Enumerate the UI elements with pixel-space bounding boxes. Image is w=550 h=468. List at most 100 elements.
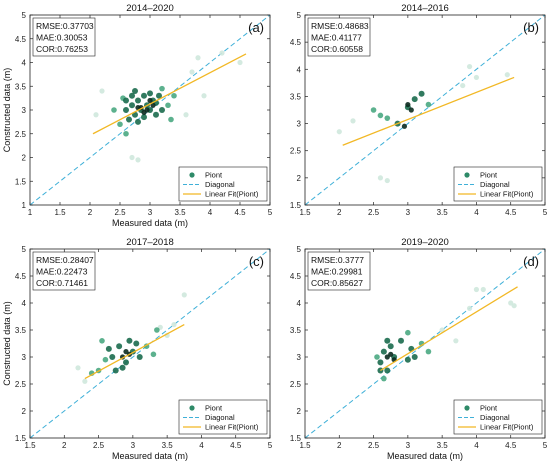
panel-1: 1 1.5 2 2.5 3 3.5 4 4.5 5 1 1.5 2 2.5 3 3.5 4 4.5 5 2014–2… [2,3,273,228]
data-point [384,337,391,344]
data-point [336,129,342,135]
y-tick-label: 3.5 [290,92,302,101]
x-tick-label: 1.5 [54,208,66,217]
x-tick-label: 5 [268,441,273,450]
data-point [82,378,88,384]
x-tick-label: 2.5 [368,441,380,450]
linear-fit-line [342,76,515,146]
panel-4: 1.5 2 2.5 3 3.5 4 4.5 5 1.5 2 2.5 3 3.5 4 4.5 5 2019–202… [290,237,548,461]
legend-box [453,399,543,435]
stats-line: RMSE:0.37703 [36,21,94,31]
data-point [405,329,411,336]
y-tick-label: 2.5 [290,147,302,156]
y-tick-label: 2.5 [15,380,27,389]
x-tick-label: 3.5 [437,441,449,450]
data-point [350,118,356,124]
legend-label: Diagonal [480,180,510,189]
data-point [99,88,105,94]
x-tick-label: 2 [88,208,93,217]
data-point [381,375,387,382]
data-point [504,72,510,78]
y-axis-label: Constructed data (m) [2,301,12,386]
stats-line: COR:0.76253 [36,44,88,54]
legend-label: Piont [205,171,223,180]
data-point [404,356,411,363]
data-point [126,337,133,344]
data-point [111,107,117,113]
y-tick-label: 4.5 [290,272,302,281]
stats-line: COR:0.71461 [36,278,88,288]
y-tick-label: 5 [22,11,27,20]
stats-line: COR:0.60558 [311,44,363,54]
x-tick-label: 2.5 [114,208,126,217]
legend-point-marker [464,405,470,411]
legend-box [178,399,268,435]
data-point [99,338,105,344]
y-tick-label: 2.5 [290,380,302,389]
y-tick-label: 3 [22,106,27,115]
chart-title: 2014–2020 [126,3,174,14]
legend-label: Linear Fit(Piont) [480,190,534,199]
data-point [126,116,132,123]
stats-line: RMSE:0.48683 [311,21,369,31]
y-tick-label: 4.5 [15,272,27,281]
data-point [136,354,143,360]
data-point [135,97,141,104]
data-point [141,114,147,121]
y-tick-label: 2 [297,174,302,183]
linear-fit-line [380,286,518,372]
y-tick-label: 1.5 [15,434,27,443]
x-tick-label: 5 [543,208,548,217]
data-point [195,55,201,61]
x-tick-label: 5 [543,441,548,450]
data-point [153,111,159,118]
data-point [380,348,387,355]
data-point [116,343,123,350]
plot-area [30,249,270,438]
stats-box [32,251,96,291]
panel-3: 1.5 2 2.5 3 3.5 4 4.5 5 1.5 2 2.5 3 3.5 4 4.5 5 2017–201… [2,237,273,461]
y-tick-label: 2 [297,407,302,416]
stats-line: MAE:0.41177 [311,33,362,43]
y-tick-label: 4 [22,59,27,68]
x-tick-label: 2 [337,441,342,450]
data-point [135,118,141,125]
data-point [480,286,486,293]
y-tick-label: 4.5 [290,38,302,47]
data-point [398,337,404,344]
data-point [384,177,390,184]
data-point [384,354,390,360]
x-tick-label: 2 [337,208,342,217]
x-tick-label: 4.5 [505,441,517,450]
y-tick-label: 1.5 [15,177,27,186]
data-point [460,82,466,89]
chart-title: 2019–2020 [401,237,449,248]
legend-point-marker [189,405,195,411]
data-point [102,356,109,363]
y-tick-label: 1 [22,201,27,210]
data-point [109,354,116,360]
data-point [123,130,129,137]
data-point [123,107,129,113]
data-point [387,343,394,350]
data-point [181,292,187,298]
data-point [511,303,517,309]
y-tick-label: 3.5 [290,326,302,335]
data-point [159,107,165,113]
x-tick-label: 3 [148,208,153,217]
data-point [93,112,99,118]
data-point [141,92,147,99]
data-point [123,359,129,366]
chart-title: 2017–2018 [126,237,174,248]
data-point [141,109,147,115]
data-point [418,90,425,97]
stats-line: MAE:0.22473 [36,267,88,277]
x-axis-label: Measured data (m) [387,451,463,461]
data-point [384,367,391,374]
x-tick-label: 3 [406,208,411,217]
panel-label: (b) [523,20,539,35]
y-tick-label: 4 [297,299,302,308]
stats-line: MAE:0.29981 [311,267,363,277]
data-point [123,97,129,104]
data-point [237,59,243,66]
